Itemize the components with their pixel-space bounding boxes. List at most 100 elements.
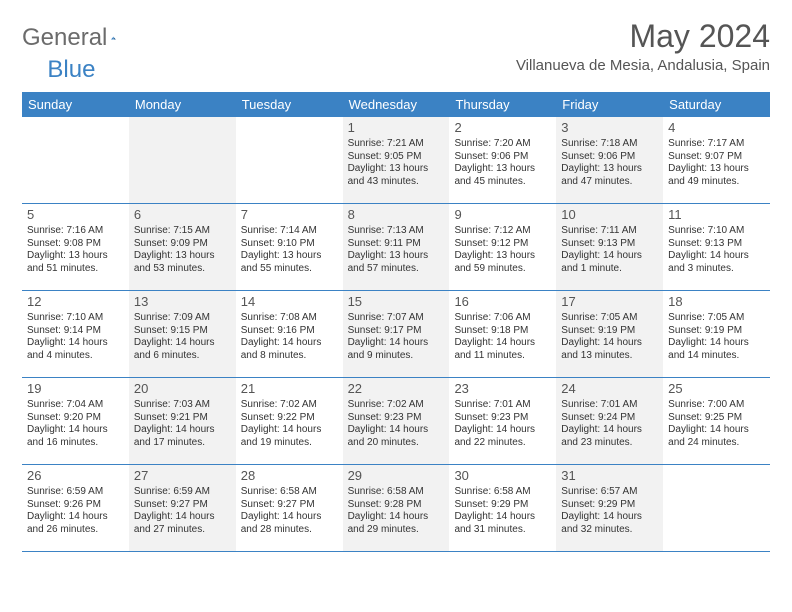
day-number: 30 (454, 468, 551, 484)
day-cell-12: 12 Sunrise: 7:10 AMSunset: 9:14 PMDayligh… (22, 291, 129, 377)
weekday-monday: Monday (129, 92, 236, 117)
day-number: 9 (454, 207, 551, 223)
day-number: 3 (561, 120, 658, 136)
day-info: Sunrise: 7:02 AMSunset: 9:23 PMDaylight:… (348, 399, 445, 449)
calendar-grid: SundayMondayTuesdayWednesdayThursdayFrid… (22, 92, 770, 552)
week-row: 12 Sunrise: 7:10 AMSunset: 9:14 PMDayligh… (22, 291, 770, 378)
weekday-sunday: Sunday (22, 92, 129, 117)
day-info: Sunrise: 7:01 AMSunset: 9:24 PMDaylight:… (561, 399, 658, 449)
day-number: 4 (668, 120, 765, 136)
day-cell-14: 14Sunrise: 7:08 AMSunset: 9:16 PMDayligh… (236, 291, 343, 377)
day-info: Sunrise: 7:11 AMSunset: 9:13 PMDaylight:… (561, 225, 658, 275)
day-number: 21 (241, 381, 338, 397)
day-number: 8 (348, 207, 445, 223)
day-cell-20: 20 Sunrise: 7:03 AMSunset: 9:21 PMDayligh… (129, 378, 236, 464)
day-info: Sunrise: 7:06 AMSunset: 9:18 PMDaylight:… (454, 312, 551, 362)
day-number: 12 (27, 294, 124, 310)
day-number: 23 (454, 381, 551, 397)
day-number: 28 (241, 468, 338, 484)
day-number: 7 (241, 207, 338, 223)
day-info: Sunrise: 6:58 AMSunset: 9:28 PMDaylight:… (348, 486, 445, 536)
day-number: 25 (668, 381, 765, 397)
day-cell-4: 4Sunrise: 7:17 AMSunset: 9:07 PMDaylight… (663, 117, 770, 203)
day-info: Sunrise: 7:21 AMSunset: 9:05 PMDaylight:… (348, 138, 445, 188)
day-cell-27: 27 Sunrise: 6:59 AMSunset: 9:27 PMDayligh… (129, 465, 236, 551)
day-info: Sunrise: 7:15 AMSunset: 9:09 PMDaylight:… (134, 225, 231, 275)
day-info: Sunrise: 7:07 AMSunset: 9:17 PMDaylight:… (348, 312, 445, 362)
day-cell-24: 24 Sunrise: 7:01 AMSunset: 9:24 PMDayligh… (556, 378, 663, 464)
logo-text-2: Blue (47, 56, 95, 84)
day-cell-29: 29 Sunrise: 6:58 AMSunset: 9:28 PMDayligh… (343, 465, 450, 551)
day-cell-2: 2 Sunrise: 7:20 AMSunset: 9:06 PMDaylight… (449, 117, 556, 203)
day-cell-31: 31Sunrise: 6:57 AMSunset: 9:29 PMDayligh… (556, 465, 663, 551)
title-block: May 2024 Villanueva de Mesia, Andalusia,… (516, 18, 770, 74)
day-info: Sunrise: 7:04 AMSunset: 9:20 PMDaylight:… (27, 399, 124, 449)
day-number: 14 (241, 294, 338, 310)
month-title: May 2024 (516, 18, 770, 55)
day-info: Sunrise: 7:09 AMSunset: 9:15 PMDaylight:… (134, 312, 231, 362)
day-number: 26 (27, 468, 124, 484)
day-number: 22 (348, 381, 445, 397)
day-info: Sunrise: 7:16 AMSunset: 9:08 PMDaylight:… (27, 225, 124, 275)
weekday-friday: Friday (556, 92, 663, 117)
day-info: Sunrise: 7:05 AMSunset: 9:19 PMDaylight:… (561, 312, 658, 362)
day-info: Sunrise: 7:10 AMSunset: 9:13 PMDaylight:… (668, 225, 765, 275)
day-info: Sunrise: 7:20 AMSunset: 9:06 PMDaylight:… (454, 138, 551, 188)
day-cell-8: 8 Sunrise: 7:13 AMSunset: 9:11 PMDaylight… (343, 204, 450, 290)
day-number: 2 (454, 120, 551, 136)
day-number: 31 (561, 468, 658, 484)
day-number: 6 (134, 207, 231, 223)
day-cell-17: 17Sunrise: 7:05 AMSunset: 9:19 PMDayligh… (556, 291, 663, 377)
week-row: 1 Sunrise: 7:21 AMSunset: 9:05 PMDaylight… (22, 117, 770, 204)
day-number: 19 (27, 381, 124, 397)
day-cell-26: 26Sunrise: 6:59 AMSunset: 9:26 PMDayligh… (22, 465, 129, 551)
day-cell-16: 16Sunrise: 7:06 AMSunset: 9:18 PMDayligh… (449, 291, 556, 377)
day-cell-21: 21 Sunrise: 7:02 AMSunset: 9:22 PMDayligh… (236, 378, 343, 464)
day-cell-28: 28 Sunrise: 6:58 AMSunset: 9:27 PMDayligh… (236, 465, 343, 551)
day-info: Sunrise: 7:10 AMSunset: 9:14 PMDaylight:… (27, 312, 124, 362)
weekday-thursday: Thursday (449, 92, 556, 117)
day-cell-empty (236, 117, 343, 203)
logo: General (22, 18, 143, 52)
day-cell-13: 13 Sunrise: 7:09 AMSunset: 9:15 PMDayligh… (129, 291, 236, 377)
day-info: Sunrise: 7:03 AMSunset: 9:21 PMDaylight:… (134, 399, 231, 449)
day-info: Sunrise: 7:12 AMSunset: 9:12 PMDaylight:… (454, 225, 551, 275)
day-cell-30: 30 Sunrise: 6:58 AMSunset: 9:29 PMDayligh… (449, 465, 556, 551)
day-number: 15 (348, 294, 445, 310)
day-cell-23: 23 Sunrise: 7:01 AMSunset: 9:23 PMDayligh… (449, 378, 556, 464)
day-number: 13 (134, 294, 231, 310)
day-number: 29 (348, 468, 445, 484)
week-row: 26Sunrise: 6:59 AMSunset: 9:26 PMDayligh… (22, 465, 770, 552)
weekday-wednesday: Wednesday (343, 92, 450, 117)
day-info: Sunrise: 7:13 AMSunset: 9:11 PMDaylight:… (348, 225, 445, 275)
day-info: Sunrise: 7:01 AMSunset: 9:23 PMDaylight:… (454, 399, 551, 449)
day-cell-9: 9 Sunrise: 7:12 AMSunset: 9:12 PMDaylight… (449, 204, 556, 290)
logo-text-1: General (22, 24, 107, 52)
day-cell-18: 18 Sunrise: 7:05 AMSunset: 9:19 PMDayligh… (663, 291, 770, 377)
day-info: Sunrise: 6:58 AMSunset: 9:29 PMDaylight:… (454, 486, 551, 536)
day-info: Sunrise: 7:14 AMSunset: 9:10 PMDaylight:… (241, 225, 338, 275)
week-row: 5Sunrise: 7:16 AMSunset: 9:08 PMDaylight… (22, 204, 770, 291)
day-cell-5: 5Sunrise: 7:16 AMSunset: 9:08 PMDaylight… (22, 204, 129, 290)
day-number: 20 (134, 381, 231, 397)
day-number: 1 (348, 120, 445, 136)
day-cell-11: 11 Sunrise: 7:10 AMSunset: 9:13 PMDayligh… (663, 204, 770, 290)
day-cell-25: 25 Sunrise: 7:00 AMSunset: 9:25 PMDayligh… (663, 378, 770, 464)
day-cell-empty (22, 117, 129, 203)
day-cell-7: 7 Sunrise: 7:14 AMSunset: 9:10 PMDaylight… (236, 204, 343, 290)
day-info: Sunrise: 7:05 AMSunset: 9:19 PMDaylight:… (668, 312, 765, 362)
day-number: 24 (561, 381, 658, 397)
day-number: 11 (668, 207, 765, 223)
day-info: Sunrise: 7:00 AMSunset: 9:25 PMDaylight:… (668, 399, 765, 449)
day-info: Sunrise: 6:58 AMSunset: 9:27 PMDaylight:… (241, 486, 338, 536)
day-info: Sunrise: 6:59 AMSunset: 9:27 PMDaylight:… (134, 486, 231, 536)
calendar-page: General May 2024 Villanueva de Mesia, An… (0, 0, 792, 552)
logo-triangle-icon (111, 28, 116, 48)
day-cell-6: 6 Sunrise: 7:15 AMSunset: 9:09 PMDaylight… (129, 204, 236, 290)
day-number: 27 (134, 468, 231, 484)
day-number: 18 (668, 294, 765, 310)
day-info: Sunrise: 7:02 AMSunset: 9:22 PMDaylight:… (241, 399, 338, 449)
day-cell-10: 10Sunrise: 7:11 AMSunset: 9:13 PMDayligh… (556, 204, 663, 290)
day-cell-22: 22 Sunrise: 7:02 AMSunset: 9:23 PMDayligh… (343, 378, 450, 464)
day-cell-19: 19 Sunrise: 7:04 AMSunset: 9:20 PMDayligh… (22, 378, 129, 464)
